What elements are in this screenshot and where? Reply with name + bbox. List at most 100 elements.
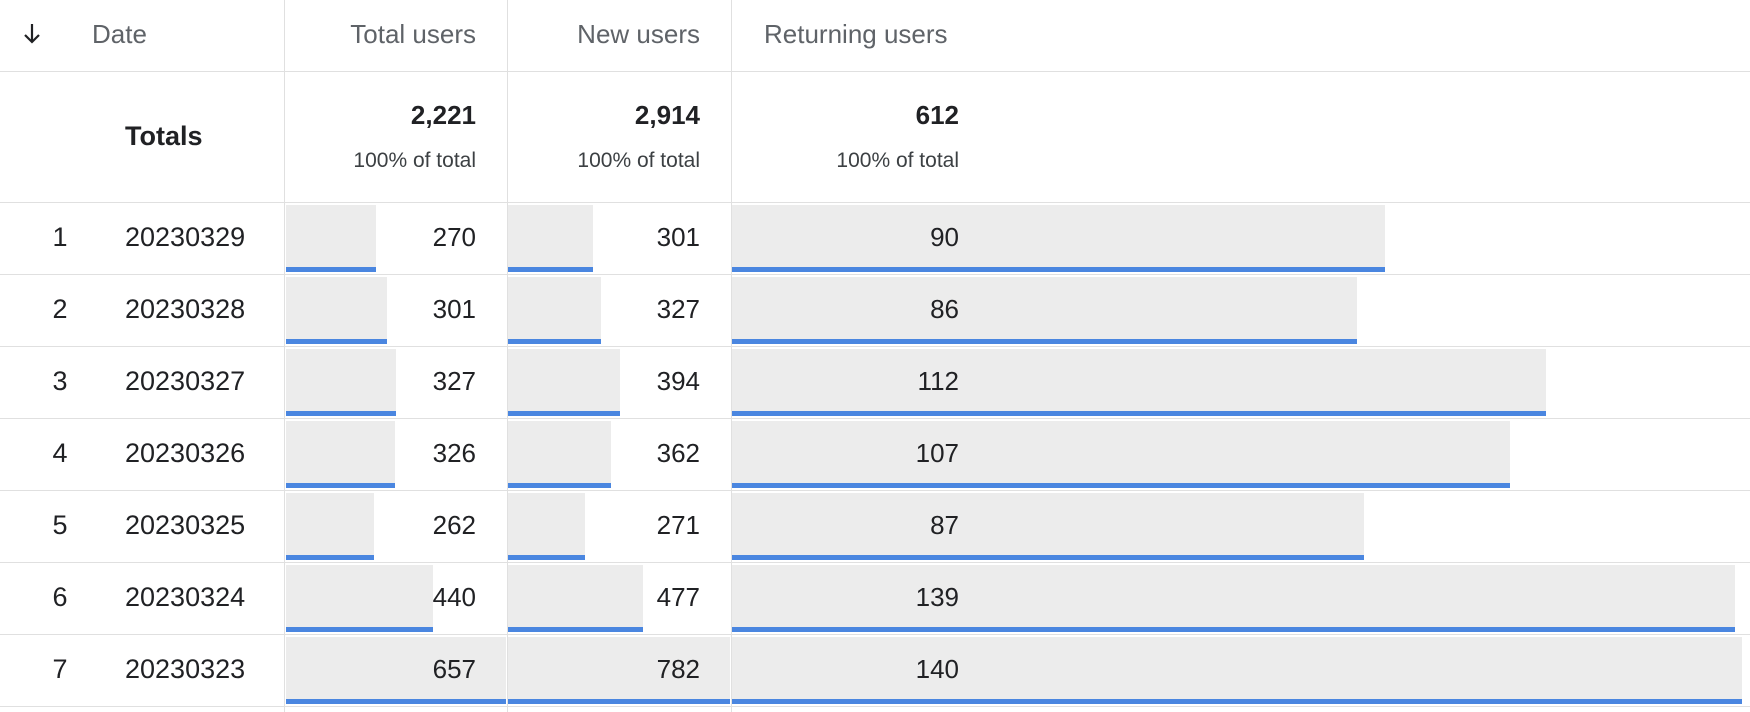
total-users-bar-fill bbox=[286, 205, 376, 272]
new-users-bar-fill bbox=[508, 637, 730, 704]
table-row[interactable]: 2 20230328 301 327 86 bbox=[0, 275, 1750, 347]
returning-users-bar-accent bbox=[732, 411, 1546, 416]
new-users-value: 362 bbox=[656, 438, 700, 468]
row-rank: 3 bbox=[52, 366, 68, 396]
table-row[interactable]: 6 20230324 440 477 139 bbox=[0, 563, 1750, 635]
total-users-bar-accent bbox=[286, 267, 376, 272]
row-divider bbox=[0, 562, 1750, 563]
new-users-bar-fill bbox=[508, 493, 585, 560]
new-users-bar-accent bbox=[508, 699, 730, 704]
row-date: 20230328 bbox=[125, 294, 246, 324]
table-row[interactable]: 5 20230325 262 271 87 bbox=[0, 491, 1750, 563]
row-date: 20230327 bbox=[125, 366, 246, 396]
total-users-value: 440 bbox=[432, 582, 476, 612]
new-users-bar-fill bbox=[508, 349, 620, 416]
total-users-bar-accent bbox=[286, 627, 433, 632]
total-users-bar-fill bbox=[286, 277, 387, 344]
new-users-value: 394 bbox=[656, 366, 700, 396]
total-users-total: 2,221 bbox=[410, 100, 476, 130]
new-users-value: 782 bbox=[656, 654, 700, 684]
returning-users-value: 107 bbox=[915, 438, 959, 468]
returning-users-bar-accent bbox=[732, 483, 1510, 488]
returning-users-value: 87 bbox=[930, 510, 959, 540]
returning-users-bar-fill bbox=[732, 493, 1364, 560]
total-users-value: 270 bbox=[432, 222, 476, 252]
returning-users-bar-fill bbox=[732, 565, 1735, 632]
column-divider bbox=[731, 0, 732, 712]
new-users-value: 271 bbox=[656, 510, 700, 540]
row-date: 20230326 bbox=[125, 438, 246, 468]
total-users-percent: 100% of total bbox=[353, 149, 476, 172]
returning-users-bar-accent bbox=[732, 699, 1742, 704]
returning-users-bar-fill bbox=[732, 277, 1357, 344]
row-divider bbox=[0, 71, 1750, 72]
new-users-bar-accent bbox=[508, 411, 620, 416]
total-users-bar-fill bbox=[286, 349, 396, 416]
total-users-bar-accent bbox=[286, 555, 374, 560]
row-rank: 2 bbox=[52, 294, 68, 324]
row-rank: 5 bbox=[52, 510, 68, 540]
returning-users-bar-fill bbox=[732, 637, 1742, 704]
row-date: 20230324 bbox=[125, 582, 246, 612]
column-divider bbox=[284, 0, 285, 712]
row-rank: 4 bbox=[52, 438, 68, 468]
row-divider bbox=[0, 346, 1750, 347]
returning-users-bar-fill bbox=[732, 421, 1510, 488]
row-divider bbox=[0, 706, 1750, 707]
row-rank: 7 bbox=[52, 654, 68, 684]
returning-users-value: 112 bbox=[917, 366, 959, 396]
date-column-header[interactable]: Date bbox=[92, 19, 147, 49]
returning-users-bar-fill bbox=[732, 349, 1546, 416]
returning-users-bar-accent bbox=[732, 267, 1385, 272]
table-row[interactable]: 1 20230329 270 301 90 bbox=[0, 203, 1750, 275]
new-users-percent: 100% of total bbox=[577, 149, 700, 172]
row-divider bbox=[0, 490, 1750, 491]
total-users-bar-fill bbox=[286, 565, 433, 632]
returning-users-bar-accent bbox=[732, 627, 1735, 632]
total-users-value: 326 bbox=[432, 438, 476, 468]
row-date: 20230323 bbox=[125, 654, 246, 684]
row-date: 20230329 bbox=[125, 222, 246, 252]
total-users-bar-accent bbox=[286, 411, 396, 416]
new-users-bar-fill bbox=[508, 205, 593, 272]
total-users-column-header[interactable]: Total users bbox=[350, 19, 476, 49]
row-rank: 1 bbox=[52, 222, 68, 252]
total-users-value: 657 bbox=[432, 654, 476, 684]
total-users-bar-fill bbox=[286, 637, 506, 704]
table-row[interactable]: 7 20230323 657 782 140 bbox=[0, 635, 1750, 707]
returning-users-total: 612 bbox=[915, 100, 959, 130]
returning-users-bar-accent bbox=[732, 555, 1364, 560]
total-users-bar-fill bbox=[286, 493, 374, 560]
row-rank: 6 bbox=[52, 582, 68, 612]
returning-users-value: 139 bbox=[915, 582, 959, 612]
table-row[interactable]: 3 20230327 327 394 112 bbox=[0, 347, 1750, 419]
new-users-bar-fill bbox=[508, 277, 601, 344]
totals-label: Totals bbox=[125, 121, 203, 151]
row-divider bbox=[0, 274, 1750, 275]
returning-users-value: 90 bbox=[930, 222, 959, 252]
new-users-bar-accent bbox=[508, 339, 601, 344]
row-divider bbox=[0, 202, 1750, 203]
returning-users-value: 86 bbox=[930, 294, 959, 324]
new-users-value: 477 bbox=[656, 582, 700, 612]
new-users-bar-fill bbox=[508, 565, 643, 632]
returning-users-percent: 100% of total bbox=[836, 149, 959, 172]
row-date: 20230325 bbox=[125, 510, 246, 540]
total-users-value: 262 bbox=[432, 510, 476, 540]
new-users-column-header[interactable]: New users bbox=[577, 19, 700, 49]
arrow-down-icon[interactable] bbox=[20, 20, 44, 48]
row-divider bbox=[0, 634, 1750, 635]
new-users-bar-accent bbox=[508, 483, 611, 488]
total-users-bar-accent bbox=[286, 339, 387, 344]
total-users-bar-accent bbox=[286, 699, 506, 704]
table-row[interactable]: 4 20230326 326 362 107 bbox=[0, 419, 1750, 491]
new-users-bar-fill bbox=[508, 421, 611, 488]
column-divider bbox=[507, 0, 508, 712]
new-users-bar-accent bbox=[508, 627, 643, 632]
total-users-value: 301 bbox=[432, 294, 476, 324]
returning-users-value: 140 bbox=[915, 654, 959, 684]
new-users-bar-accent bbox=[508, 555, 585, 560]
returning-users-column-header[interactable]: Returning users bbox=[764, 19, 948, 49]
returning-users-bar-fill bbox=[732, 205, 1385, 272]
row-divider bbox=[0, 418, 1750, 419]
